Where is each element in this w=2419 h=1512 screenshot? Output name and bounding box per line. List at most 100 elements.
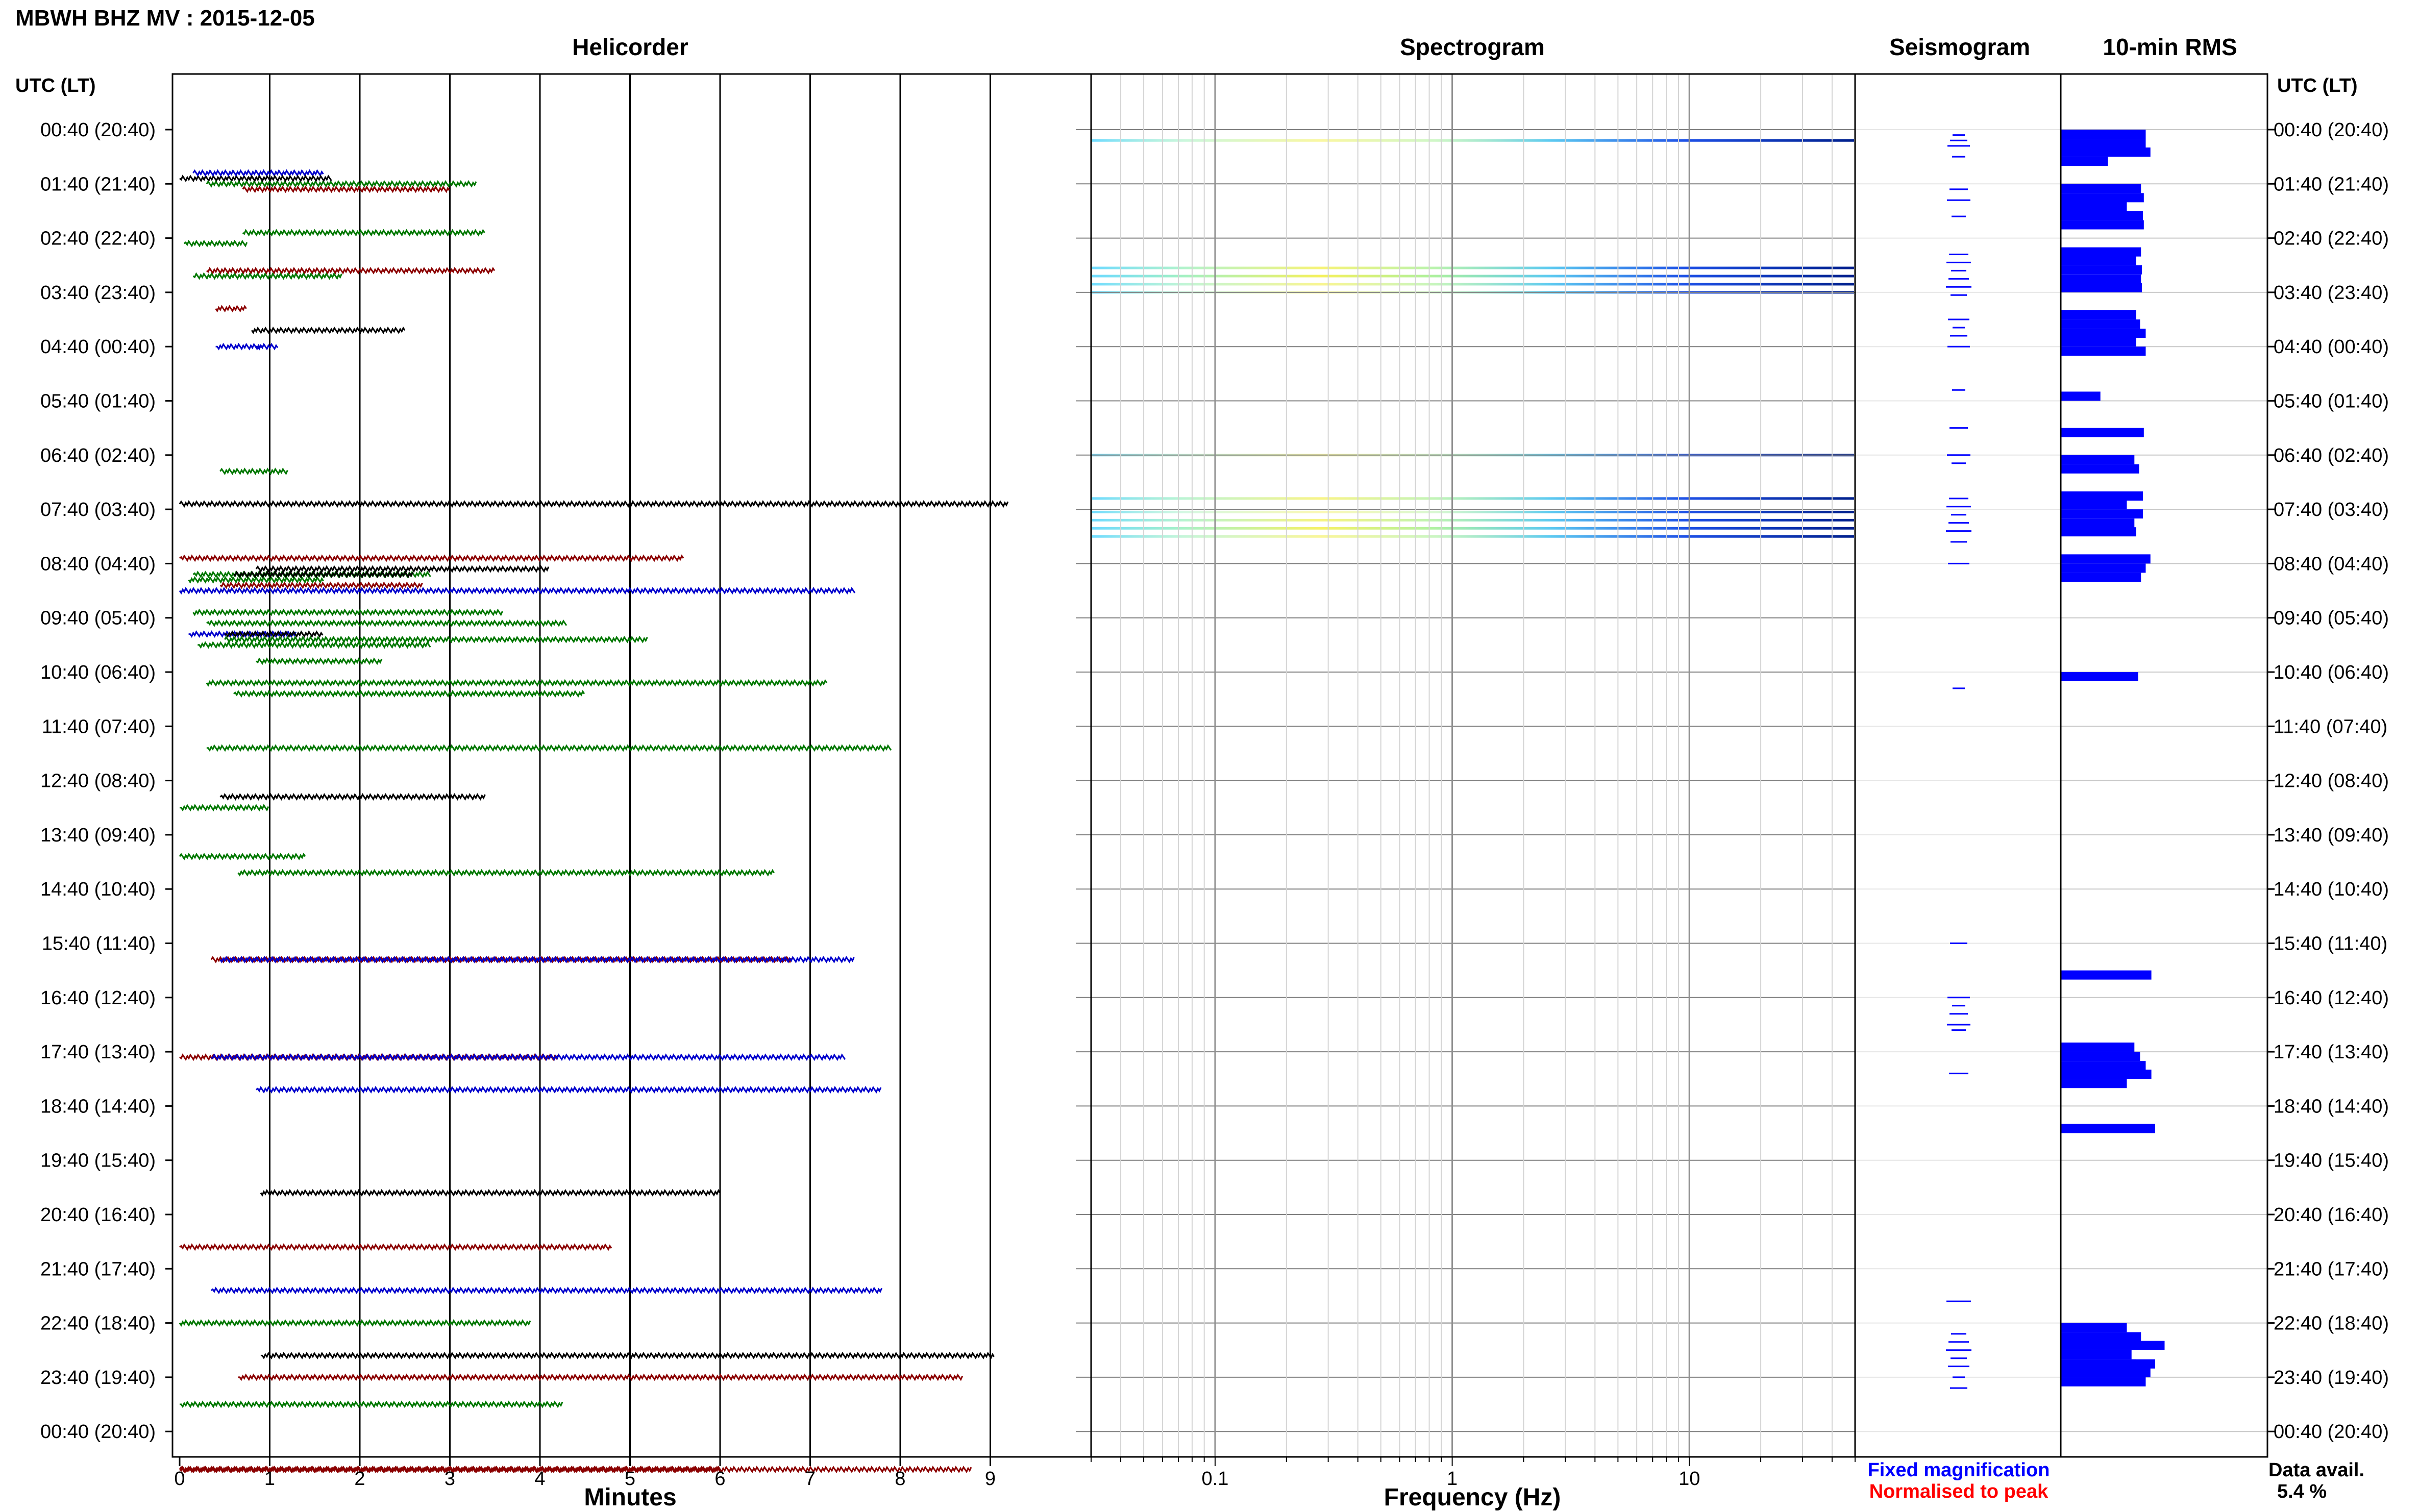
rms-bar bbox=[2061, 346, 2146, 356]
spectrogram-band bbox=[1092, 139, 1854, 142]
rms-frame bbox=[2060, 73, 2268, 1458]
time-label-left: 23:40 (19:40) bbox=[40, 1367, 156, 1389]
time-label-right: 03:40 (23:40) bbox=[2274, 282, 2389, 304]
time-label-right: 12:40 (08:40) bbox=[2274, 771, 2389, 792]
rms-bar bbox=[2061, 1124, 2155, 1133]
time-label-right: 13:40 (09:40) bbox=[2274, 825, 2389, 846]
rms-bar bbox=[2061, 527, 2136, 537]
rms-bar bbox=[2061, 1070, 2152, 1079]
rms-bar bbox=[2061, 1061, 2146, 1071]
time-label-right: 21:40 (17:40) bbox=[2274, 1258, 2389, 1280]
time-label-right: 00:40 (20:40) bbox=[2274, 119, 2389, 141]
time-label-right: 01:40 (21:40) bbox=[2274, 173, 2389, 195]
spectrogram-band bbox=[1092, 518, 1854, 522]
minute-tick-label: 0 bbox=[174, 1468, 185, 1490]
figure-title: MBWH BHZ MV : 2015-12-05 bbox=[15, 6, 315, 31]
panel-title-seismogram: Seismogram bbox=[1889, 34, 2030, 60]
helicorder-trace bbox=[179, 1319, 531, 1327]
time-label-right: 10:40 (06:40) bbox=[2274, 662, 2389, 683]
time-label-left: 19:40 (15:40) bbox=[40, 1150, 156, 1172]
helicorder-trace bbox=[179, 1466, 972, 1474]
helicorder-trace bbox=[256, 342, 279, 351]
helicorder-trace bbox=[192, 272, 342, 280]
rms-bar bbox=[2061, 391, 2101, 401]
helicorder-trace bbox=[210, 1053, 846, 1061]
right-axis-title: UTC (LT) bbox=[2277, 75, 2358, 96]
time-label-left: 02:40 (22:40) bbox=[40, 228, 156, 250]
spectrogram-band bbox=[1092, 497, 1854, 500]
time-label-left: 22:40 (18:40) bbox=[40, 1313, 156, 1334]
helicorder-trace bbox=[215, 342, 261, 351]
helicorder-trace bbox=[238, 1373, 964, 1381]
spectrogram-xlabel: Frequency (Hz) bbox=[1384, 1484, 1561, 1511]
rms-bar bbox=[2061, 319, 2140, 329]
time-label-right: 05:40 (01:40) bbox=[2274, 391, 2389, 412]
helicorder-trace bbox=[233, 571, 414, 579]
rms-bar bbox=[2061, 491, 2143, 501]
time-label-right: 23:40 (19:40) bbox=[2274, 1367, 2389, 1389]
time-label-left: 20:40 (16:40) bbox=[40, 1204, 156, 1226]
helicorder-trace bbox=[242, 229, 485, 237]
time-label-right: 18:40 (14:40) bbox=[2274, 1096, 2389, 1117]
spectrogram-band bbox=[1092, 535, 1854, 538]
time-label-left: 00:40 (20:40) bbox=[40, 1421, 156, 1443]
helicorder-trace bbox=[219, 793, 486, 801]
helicorder-trace bbox=[179, 587, 856, 595]
frequency-tick-label: 10 bbox=[1679, 1468, 1700, 1490]
time-label-left: 18:40 (14:40) bbox=[40, 1096, 156, 1117]
spectrogram-band bbox=[1092, 275, 1854, 278]
spectrogram-band bbox=[1092, 266, 1854, 269]
rms-bar bbox=[2061, 184, 2141, 193]
helicorder-trace bbox=[206, 180, 477, 188]
helicorder-trace bbox=[206, 266, 496, 275]
time-label-right: 11:40 (07:40) bbox=[2274, 716, 2387, 737]
rms-bar bbox=[2061, 573, 2141, 582]
time-label-left: 21:40 (17:40) bbox=[40, 1258, 156, 1280]
seismogram-traces bbox=[1946, 134, 1971, 1389]
data-availability-label: Data avail. bbox=[2268, 1459, 2364, 1481]
spectrogram-bands bbox=[1092, 139, 1854, 538]
helicorder-trace bbox=[179, 1243, 612, 1251]
minute-tick-label: 7 bbox=[805, 1468, 816, 1490]
minute-tick-label: 3 bbox=[445, 1468, 455, 1490]
time-label-right: 16:40 (12:40) bbox=[2274, 987, 2389, 1009]
time-label-left: 06:40 (02:40) bbox=[40, 445, 156, 466]
helicorder-trace bbox=[198, 641, 431, 649]
helicorder-trace bbox=[188, 576, 324, 584]
seismogram-frame bbox=[1854, 73, 2062, 1458]
time-label-right: 04:40 (00:40) bbox=[2274, 336, 2389, 358]
panel-title-rms: 10-min RMS bbox=[2103, 34, 2237, 60]
spectrogram-band bbox=[1092, 527, 1854, 530]
frequency-tick-label: 0.1 bbox=[1202, 1468, 1229, 1490]
time-label-right: 22:40 (18:40) bbox=[2274, 1313, 2389, 1334]
helicorder-trace bbox=[219, 955, 855, 963]
panel-title-spectrogram: Spectrogram bbox=[1400, 34, 1545, 60]
time-label-left: 04:40 (00:40) bbox=[40, 336, 156, 358]
rms-bar bbox=[2061, 554, 2151, 564]
rms-bar bbox=[2061, 337, 2136, 347]
rms-bar bbox=[2061, 509, 2143, 519]
frequency-tick-label: 1 bbox=[1447, 1468, 1458, 1490]
rms-bar bbox=[2061, 130, 2146, 139]
rms-bar bbox=[2061, 563, 2146, 573]
rms-bar bbox=[2061, 256, 2136, 265]
time-label-left: 08:40 (04:40) bbox=[40, 553, 156, 575]
time-label-left: 17:40 (13:40) bbox=[40, 1042, 156, 1063]
time-label-right: 02:40 (22:40) bbox=[2274, 228, 2389, 250]
helicorder-xlabel: Minutes bbox=[584, 1484, 676, 1511]
rms-bar bbox=[2061, 1323, 2127, 1332]
time-label-right: 14:40 (10:40) bbox=[2274, 879, 2389, 900]
helicorder-trace bbox=[206, 679, 828, 687]
minute-tick-label: 6 bbox=[714, 1468, 725, 1490]
minute-tick-label: 2 bbox=[354, 1468, 365, 1490]
rms-bar bbox=[2061, 147, 2151, 157]
helicorder-trace bbox=[256, 1086, 882, 1094]
rms-bar bbox=[2061, 428, 2144, 437]
data-availability-value: 5.4 % bbox=[2277, 1481, 2327, 1502]
rms-bar bbox=[2061, 329, 2146, 338]
rms-bar bbox=[2061, 500, 2127, 510]
rms-bar bbox=[2061, 1079, 2127, 1088]
minute-tick-label: 5 bbox=[625, 1468, 635, 1490]
helicorder-trace bbox=[206, 744, 892, 752]
